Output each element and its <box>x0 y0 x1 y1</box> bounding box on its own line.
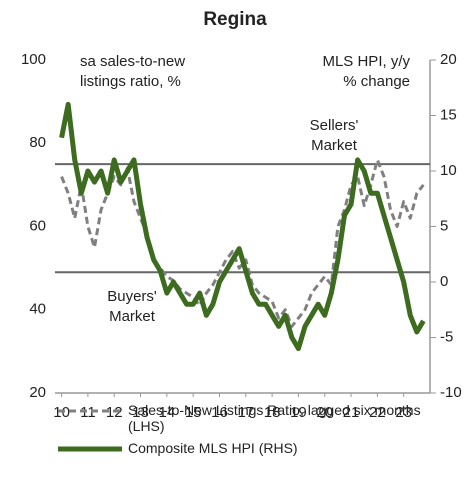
annotation: Sellers' <box>310 117 359 134</box>
x-tick-label: 21 <box>343 404 360 421</box>
x-tick-label: 16 <box>211 404 228 421</box>
annotation: Market <box>109 308 156 325</box>
y-tick-label: 80 <box>29 134 46 151</box>
annotation: % change <box>343 73 410 90</box>
x-tick-label: 17 <box>237 404 254 421</box>
annotation: Buyers' <box>107 288 157 305</box>
annotation: MLS HPI, y/y <box>322 53 410 70</box>
annotation: Market <box>311 137 358 154</box>
series-line <box>59 101 426 352</box>
x-tick-label: 20 <box>316 404 333 421</box>
y2-tick-label: 5 <box>440 217 448 234</box>
y2-tick-label: -5 <box>440 328 453 345</box>
chart-title: Regina <box>203 9 267 30</box>
y-tick-label: 20 <box>29 384 46 401</box>
x-tick-label: 19 <box>290 404 307 421</box>
legend-entry: Composite MLS HPI (RHS) <box>128 440 448 487</box>
x-tick-label: 11 <box>80 404 96 421</box>
x-tick-label: 15 <box>185 404 202 421</box>
y-tick-label: 40 <box>29 301 46 318</box>
annotation: sa sales-to-new <box>80 53 185 70</box>
y2-tick-label: -10 <box>440 384 462 401</box>
y2-tick-label: 15 <box>440 106 457 123</box>
annotation: listings ratio, % <box>80 73 181 90</box>
y2-tick-label: 10 <box>440 162 457 179</box>
series-line <box>60 158 425 328</box>
x-tick-label: 22 <box>369 404 386 421</box>
y2-tick-label: 0 <box>440 273 448 290</box>
x-tick-label: 14 <box>158 404 175 421</box>
legend-label: Sales-to-New Listings Ratio, lagged six … <box>128 402 421 434</box>
y-tick-label: 100 <box>21 51 46 68</box>
x-tick-label: 23 <box>395 404 412 421</box>
x-tick-label: 13 <box>132 404 149 421</box>
y-tick-label: 60 <box>29 217 46 234</box>
legend-label: Composite MLS HPI (RHS) <box>128 440 298 456</box>
legend-entry: Sales-to-New Listings Ratio, lagged six … <box>128 402 448 434</box>
y2-tick-label: 20 <box>440 51 457 68</box>
x-tick-label: 18 <box>264 404 281 421</box>
